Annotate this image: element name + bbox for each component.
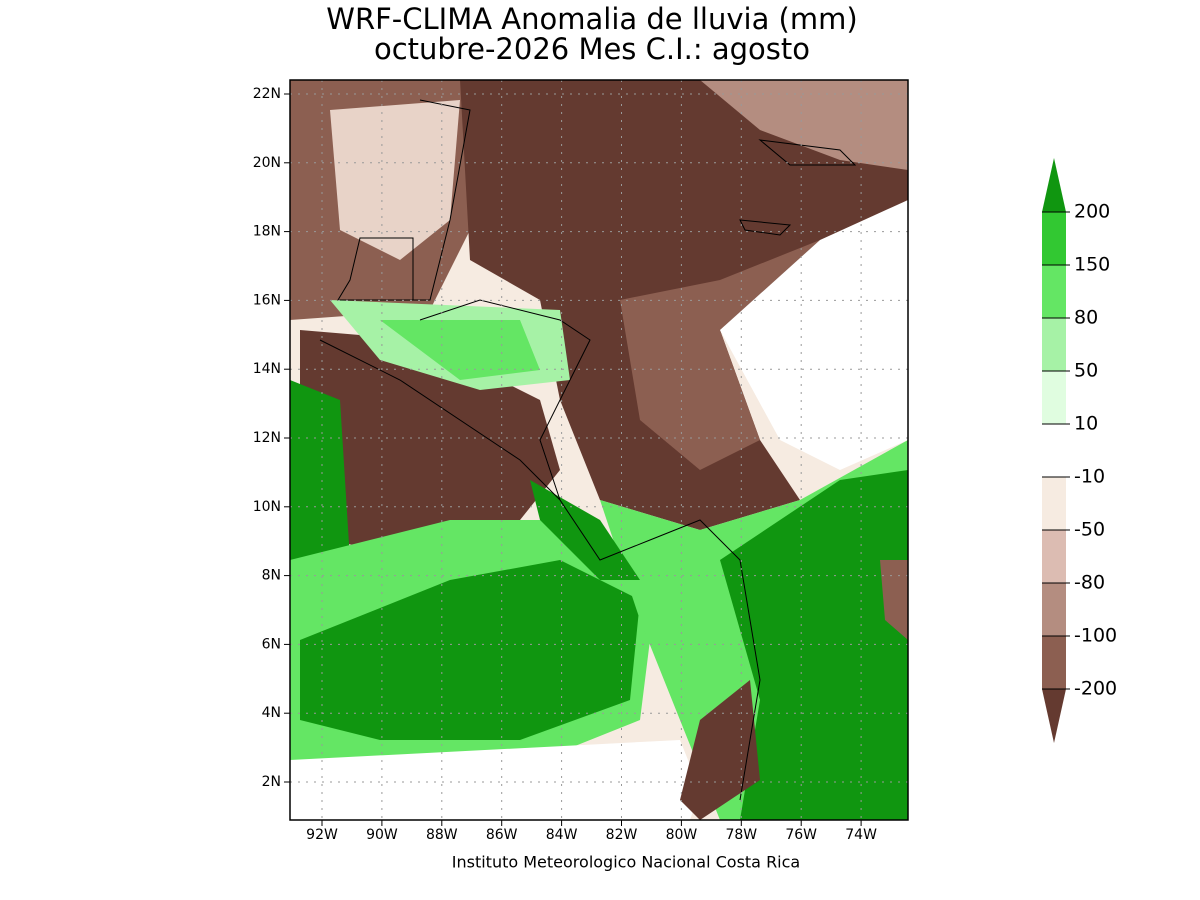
colorbar-label: 80	[1074, 307, 1098, 329]
x-tick-label: 80W	[666, 827, 698, 843]
title-line: WRF-CLIMA Anomalia de lluvia (mm)	[326, 2, 857, 36]
y-tick-label: 14N	[253, 361, 281, 377]
colorbar-box	[1042, 583, 1066, 636]
colorbar-box	[1042, 477, 1066, 530]
colorbar: 200 150 80 50 10 -10 -50 -80 -100 -200	[1042, 158, 1117, 743]
footer: Instituto Meteorologico Nacional Costa R…	[452, 853, 800, 872]
colorbar-label: 10	[1074, 413, 1098, 435]
x-tick-label: 76W	[785, 827, 817, 843]
map-field	[290, 80, 908, 820]
x-tick-label: 74W	[845, 827, 877, 843]
x-tick-label: 86W	[486, 827, 518, 843]
y-tick-label: 8N	[262, 568, 281, 584]
title-line: octubre-2026 Mes C.I.: agosto	[374, 32, 810, 66]
colorbar-label: -100	[1074, 625, 1117, 647]
colorbar-box	[1042, 265, 1066, 318]
colorbar-label: 200	[1074, 201, 1110, 223]
colorbar-label: 50	[1074, 360, 1098, 382]
coastline	[319, 99, 857, 801]
grid	[284, 80, 908, 826]
colorbar-arrow	[1042, 689, 1066, 743]
y-tick-label: 2N	[262, 774, 281, 790]
x-tick-label: 84W	[546, 827, 578, 843]
colorbar-box	[1042, 636, 1066, 689]
map-frame	[289, 79, 909, 821]
colorbar-box	[1042, 424, 1066, 477]
colorbar-arrow	[1042, 158, 1066, 212]
colorbar-box	[1042, 318, 1066, 371]
x-tick-label: 82W	[606, 827, 638, 843]
colorbar-label: -80	[1074, 572, 1105, 594]
colorbar-label: -200	[1074, 678, 1117, 700]
x-tick-label: 78W	[725, 827, 757, 843]
y-tick-label: 10N	[253, 499, 281, 515]
y-tick-label: 4N	[262, 705, 281, 721]
y-tick-label: 12N	[253, 430, 281, 446]
x-tick-label: 88W	[426, 827, 458, 843]
y-tick-label: 16N	[253, 292, 281, 308]
colorbar-box	[1042, 212, 1066, 265]
colorbar-box	[1042, 371, 1066, 424]
y-tick-label: 6N	[262, 636, 281, 652]
y-tick-label: 18N	[253, 224, 281, 240]
colorbar-box	[1042, 530, 1066, 583]
y-tick-label: 22N	[253, 86, 281, 102]
x-tick-label: 92W	[306, 827, 338, 843]
colorbar-label: 150	[1074, 254, 1110, 276]
colorbar-label: -50	[1074, 519, 1105, 541]
colorbar-label: -10	[1074, 466, 1105, 488]
y-tick-label: 20N	[253, 155, 281, 171]
x-tick-label: 90W	[366, 827, 398, 843]
